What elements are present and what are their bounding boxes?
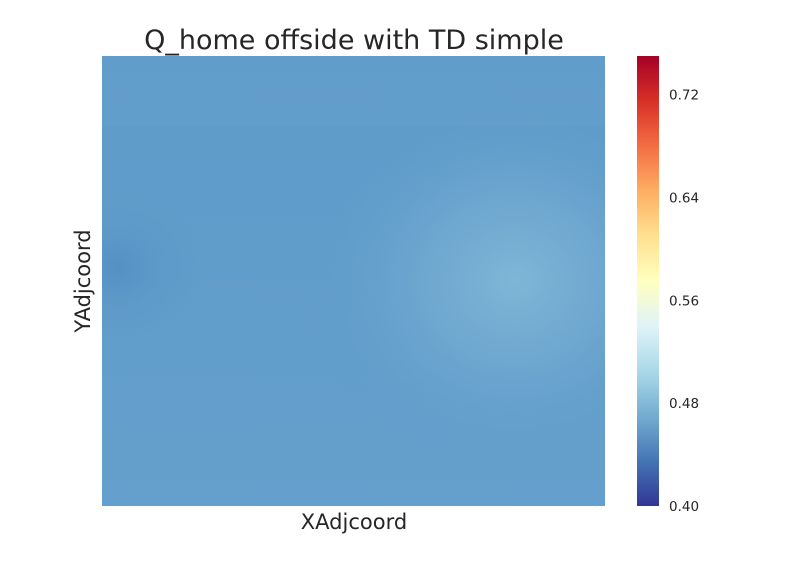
heatmap-field <box>102 56 605 506</box>
colorbar-tick-label: 0.40 <box>669 499 699 515</box>
colorbar-ticks: 0.40 0.48 0.56 0.64 0.72 <box>669 88 699 515</box>
heatmap-top-band <box>102 56 605 126</box>
colorbar-tick-label: 0.56 <box>669 293 699 309</box>
y-axis-label: YAdjcoord <box>71 229 95 333</box>
colorbar <box>637 56 659 506</box>
chart-title: Q_home offside with TD simple <box>144 25 564 56</box>
colorbar-tick-label: 0.72 <box>669 88 699 104</box>
heatmap-peak <box>102 56 605 506</box>
colorbar-tick-label: 0.64 <box>669 190 699 206</box>
colorbar-tick-label: 0.48 <box>669 396 699 412</box>
x-axis-label: XAdjcoord <box>301 510 407 534</box>
